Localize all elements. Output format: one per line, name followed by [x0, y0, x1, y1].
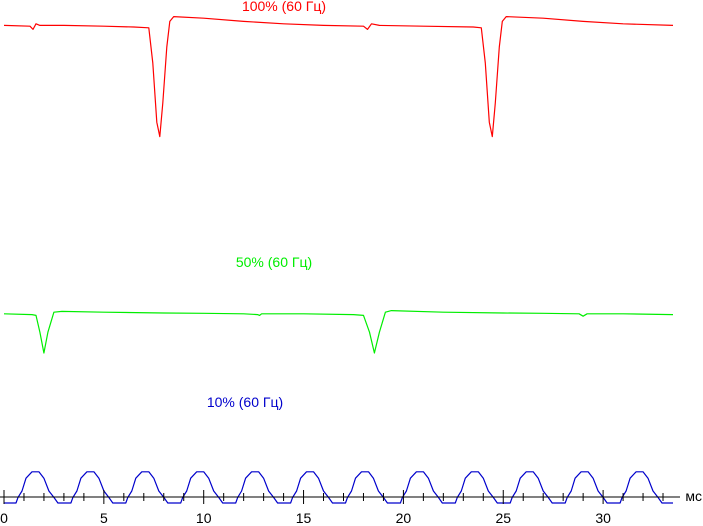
x-axis-unit-label: мс	[685, 488, 702, 504]
x-tick-label: 5	[100, 510, 108, 526]
x-tick-label: 20	[396, 510, 412, 526]
series-line-0	[3, 16, 674, 138]
series-label-100: 100% (60 Гц)	[242, 0, 326, 14]
series-label-10: 10% (60 Гц)	[207, 394, 283, 410]
x-tick-label: 0	[0, 510, 8, 526]
series-line-2	[4, 471, 673, 504]
x-tick-label: 10	[196, 510, 212, 526]
series-label-50: 50% (60 Гц)	[236, 254, 312, 270]
x-tick-label: 25	[495, 510, 511, 526]
series-layer	[3, 16, 674, 504]
x-tick-label: 15	[296, 510, 312, 526]
series-labels: 100% (60 Гц) 50% (60 Гц) 10% (60 Гц)	[207, 0, 326, 410]
series-line-1	[3, 310, 674, 354]
x-axis: 0 5 10 15 20 25 30 мс	[0, 488, 702, 526]
x-tick-label: 30	[595, 510, 611, 526]
